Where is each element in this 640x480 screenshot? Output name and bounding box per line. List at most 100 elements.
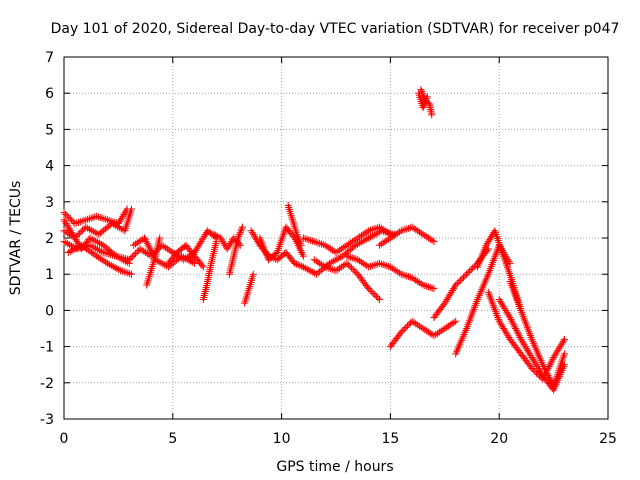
data-point-marker <box>356 257 364 265</box>
data-point-marker <box>361 229 369 237</box>
data-point-marker <box>511 323 519 331</box>
data-point-marker <box>359 230 367 238</box>
data-point-marker <box>298 248 306 256</box>
data-point-marker <box>508 317 516 325</box>
data-point-marker <box>350 236 358 244</box>
x-tick-label: 10 <box>273 431 291 447</box>
data-point-marker <box>344 261 352 269</box>
data-point-marker <box>547 377 555 385</box>
data-point-marker <box>426 235 434 243</box>
data-point-marker <box>142 238 150 246</box>
data-point-marker <box>194 243 202 251</box>
data-point-marker <box>420 100 428 108</box>
data-point-marker <box>319 241 327 249</box>
data-point-marker <box>141 236 149 244</box>
data-point-marker <box>127 205 135 213</box>
y-tick-label: 0 <box>45 303 54 319</box>
data-point-marker <box>294 261 302 269</box>
data-point-marker <box>414 321 422 329</box>
data-point-marker <box>196 239 204 247</box>
data-point-marker <box>423 327 431 335</box>
data-point-marker <box>528 353 536 361</box>
data-point-marker <box>543 370 551 378</box>
data-point-marker <box>296 238 304 246</box>
data-point-marker <box>187 254 195 262</box>
data-point-marker <box>195 241 203 249</box>
data-point-marker <box>359 259 367 267</box>
data-point-marker <box>444 294 452 302</box>
data-point-marker <box>317 240 325 248</box>
data-point-marker <box>325 244 333 252</box>
data-point-marker <box>295 236 303 244</box>
data-point-marker <box>350 255 358 263</box>
data-point-marker <box>310 238 318 246</box>
data-point-marker <box>236 230 244 238</box>
data-point-marker <box>200 232 208 240</box>
data-point-marker <box>117 267 125 275</box>
data-point-marker <box>428 284 436 292</box>
data-point-marker <box>237 227 245 235</box>
data-point-marker <box>319 262 327 270</box>
data-point-marker <box>217 234 225 242</box>
data-point-marker <box>461 272 469 280</box>
y-tick-label: -1 <box>40 340 54 356</box>
data-point-marker <box>388 233 396 241</box>
data-point-marker <box>247 227 255 235</box>
data-point-marker <box>421 326 429 334</box>
data-point-marker <box>500 325 508 332</box>
data-point-marker <box>500 303 508 311</box>
data-point-marker <box>412 276 420 284</box>
data-point-marker <box>399 271 407 279</box>
data-point-marker <box>186 256 194 264</box>
data-point-marker <box>310 256 318 264</box>
data-point-marker <box>298 250 306 258</box>
data-point-marker <box>120 210 128 218</box>
data-point-marker <box>452 317 460 325</box>
data-point-marker <box>420 102 428 110</box>
data-point-marker <box>352 255 360 263</box>
data-point-marker <box>533 369 541 377</box>
data-point-marker <box>145 243 153 251</box>
data-point-marker <box>423 93 431 101</box>
data-point-marker <box>446 290 454 298</box>
data-point-marker <box>71 234 79 242</box>
data-point-marker <box>483 239 491 247</box>
data-point-marker <box>314 258 322 266</box>
data-point-marker <box>503 308 511 316</box>
data-point-marker <box>299 234 307 242</box>
data-point-marker <box>141 234 149 242</box>
data-point-marker <box>323 242 331 250</box>
data-point-marker <box>249 230 257 238</box>
data-point-marker <box>541 366 549 374</box>
data-point-marker <box>502 306 510 314</box>
data-point-marker <box>415 322 423 330</box>
data-point-marker <box>400 325 408 333</box>
data-point-marker <box>371 291 379 299</box>
data-point-marker <box>79 226 87 234</box>
data-point-marker <box>163 245 171 253</box>
data-point-marker <box>439 326 447 334</box>
data-point-marker <box>395 269 403 277</box>
data-point-marker <box>403 322 411 330</box>
data-point-marker <box>417 229 425 237</box>
data-point-marker <box>60 227 68 235</box>
data-point-marker <box>495 317 503 325</box>
data-point-marker <box>165 246 173 254</box>
data-point-marker <box>213 232 221 240</box>
data-point-marker <box>529 355 537 363</box>
data-point-marker <box>370 225 378 233</box>
data-point-marker <box>219 238 227 246</box>
data-point-marker <box>357 258 365 266</box>
data-point-marker <box>339 262 347 270</box>
data-point-marker <box>84 215 92 223</box>
data-point-marker <box>408 317 416 325</box>
data-point-marker <box>421 282 429 290</box>
data-point-marker <box>348 264 356 272</box>
data-point-marker <box>419 281 427 289</box>
data-point-marker <box>77 228 85 236</box>
y-tick-label: 6 <box>45 86 54 102</box>
data-point-marker <box>147 247 155 255</box>
data-point-marker <box>60 216 68 224</box>
data-point-marker <box>224 243 232 251</box>
data-point-marker <box>534 364 542 372</box>
